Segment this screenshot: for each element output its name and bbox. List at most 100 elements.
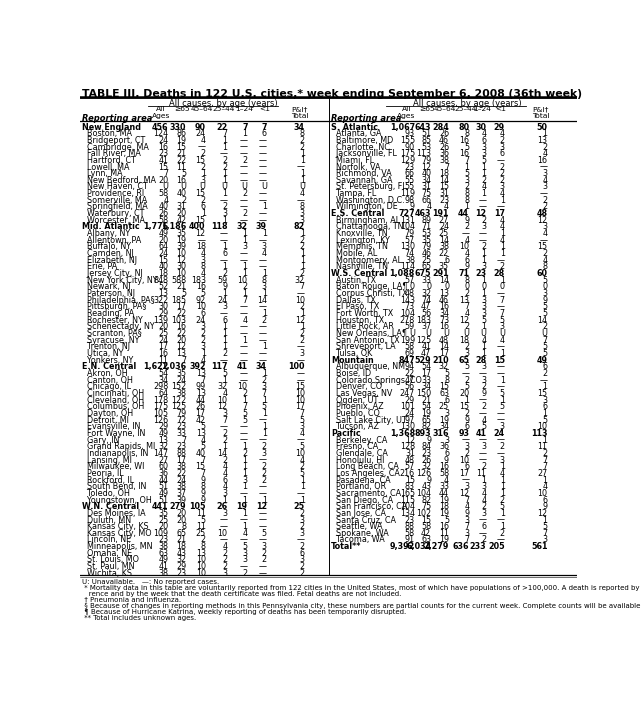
Text: —: — bbox=[219, 423, 228, 431]
Text: —: — bbox=[240, 149, 247, 158]
Text: —: — bbox=[478, 449, 487, 458]
Text: Pueblo, CO: Pueblo, CO bbox=[331, 409, 380, 418]
Text: Worcester, MA: Worcester, MA bbox=[81, 216, 145, 225]
Text: 5: 5 bbox=[201, 423, 206, 431]
Text: 89: 89 bbox=[421, 216, 431, 225]
Text: 7: 7 bbox=[222, 415, 228, 425]
Text: 4: 4 bbox=[542, 256, 547, 265]
Text: —: — bbox=[219, 522, 228, 531]
Text: 13: 13 bbox=[439, 289, 449, 298]
Text: Kansas City, MO: Kansas City, MO bbox=[81, 529, 151, 538]
Text: 19: 19 bbox=[439, 509, 449, 518]
Text: 79: 79 bbox=[404, 229, 415, 238]
Text: —: — bbox=[259, 415, 267, 425]
Text: 79: 79 bbox=[421, 242, 431, 251]
Text: 14: 14 bbox=[439, 176, 449, 185]
Text: 7: 7 bbox=[542, 335, 547, 345]
Text: 4: 4 bbox=[201, 356, 206, 364]
Text: 58: 58 bbox=[405, 529, 415, 538]
Text: 2: 2 bbox=[300, 522, 305, 531]
Text: 7: 7 bbox=[464, 536, 469, 544]
Text: 0: 0 bbox=[410, 282, 415, 291]
Text: 1: 1 bbox=[500, 462, 505, 471]
Text: Richmond, VA: Richmond, VA bbox=[331, 169, 392, 178]
Text: —: — bbox=[497, 383, 505, 391]
Text: 53: 53 bbox=[421, 142, 431, 152]
Text: 1: 1 bbox=[222, 442, 228, 452]
Text: 2: 2 bbox=[300, 509, 305, 518]
Text: Austin, TX: Austin, TX bbox=[331, 276, 376, 285]
Text: Jersey City, NJ: Jersey City, NJ bbox=[81, 269, 142, 278]
Text: Wichita, KS: Wichita, KS bbox=[81, 568, 131, 578]
Text: U: U bbox=[200, 182, 206, 192]
Text: 1: 1 bbox=[481, 349, 487, 358]
Text: 51: 51 bbox=[158, 482, 169, 492]
Text: 1: 1 bbox=[464, 203, 469, 211]
Text: 2: 2 bbox=[222, 163, 228, 171]
Text: 7: 7 bbox=[181, 436, 187, 444]
Text: 28: 28 bbox=[475, 356, 487, 364]
Text: 3: 3 bbox=[222, 489, 228, 498]
Text: Minneapolis, MN: Minneapolis, MN bbox=[81, 542, 152, 551]
Text: —: — bbox=[497, 436, 505, 444]
Text: 75: 75 bbox=[421, 502, 431, 511]
Text: 6,034: 6,034 bbox=[406, 542, 431, 551]
Text: —: — bbox=[297, 369, 305, 378]
Text: 24: 24 bbox=[176, 476, 187, 484]
Text: 38: 38 bbox=[439, 242, 449, 251]
Text: —: — bbox=[478, 515, 487, 524]
Text: 330: 330 bbox=[170, 123, 187, 131]
Text: 12: 12 bbox=[405, 436, 415, 444]
Text: 88: 88 bbox=[176, 449, 187, 458]
Text: 34: 34 bbox=[421, 176, 431, 185]
Text: 65: 65 bbox=[176, 529, 187, 538]
Text: 392: 392 bbox=[189, 362, 206, 371]
Text: 1: 1 bbox=[222, 289, 228, 298]
Text: 5: 5 bbox=[464, 383, 469, 391]
Text: 56: 56 bbox=[405, 383, 415, 391]
Text: 6: 6 bbox=[444, 449, 449, 458]
Text: —: — bbox=[297, 289, 305, 298]
Text: 1: 1 bbox=[222, 262, 228, 272]
Text: P&I†
Total: P&I† Total bbox=[532, 107, 549, 119]
Text: 4: 4 bbox=[481, 415, 487, 425]
Text: —: — bbox=[497, 203, 505, 211]
Text: U: U bbox=[221, 182, 228, 192]
Text: 8: 8 bbox=[464, 129, 469, 138]
Text: 233: 233 bbox=[470, 542, 487, 551]
Text: 6: 6 bbox=[300, 549, 305, 558]
Text: 125: 125 bbox=[171, 402, 187, 412]
Text: 2: 2 bbox=[464, 182, 469, 192]
Text: 22: 22 bbox=[176, 309, 187, 318]
Text: 1: 1 bbox=[481, 163, 487, 171]
Text: 0: 0 bbox=[426, 282, 431, 291]
Text: 86: 86 bbox=[176, 129, 187, 138]
Text: 6: 6 bbox=[201, 203, 206, 211]
Text: 1: 1 bbox=[242, 469, 247, 478]
Text: 2: 2 bbox=[300, 269, 305, 278]
Text: Milwaukee, WI: Milwaukee, WI bbox=[81, 462, 144, 471]
Text: 131: 131 bbox=[400, 216, 415, 225]
Text: 4: 4 bbox=[464, 502, 469, 511]
Text: 5: 5 bbox=[222, 369, 228, 378]
Text: 16: 16 bbox=[158, 142, 169, 152]
Text: 17: 17 bbox=[421, 369, 431, 378]
Text: Schenectady, NY: Schenectady, NY bbox=[81, 322, 154, 331]
Text: 47: 47 bbox=[405, 375, 415, 385]
Text: U: U bbox=[299, 182, 305, 192]
Text: —: — bbox=[497, 409, 505, 418]
Text: 46: 46 bbox=[421, 249, 431, 258]
Text: Canton, OH: Canton, OH bbox=[81, 375, 133, 385]
Text: 58: 58 bbox=[439, 469, 449, 478]
Text: 1: 1 bbox=[262, 396, 267, 404]
Text: 64: 64 bbox=[158, 389, 169, 398]
Text: 1: 1 bbox=[300, 169, 305, 178]
Text: 56: 56 bbox=[421, 309, 431, 318]
Text: 9: 9 bbox=[444, 456, 449, 465]
Text: 10: 10 bbox=[217, 396, 228, 404]
Text: 5: 5 bbox=[242, 409, 247, 418]
Text: 3: 3 bbox=[464, 515, 469, 524]
Text: 17: 17 bbox=[176, 456, 187, 465]
Text: Youngstown, OH: Youngstown, OH bbox=[81, 496, 151, 505]
Text: 4: 4 bbox=[542, 149, 547, 158]
